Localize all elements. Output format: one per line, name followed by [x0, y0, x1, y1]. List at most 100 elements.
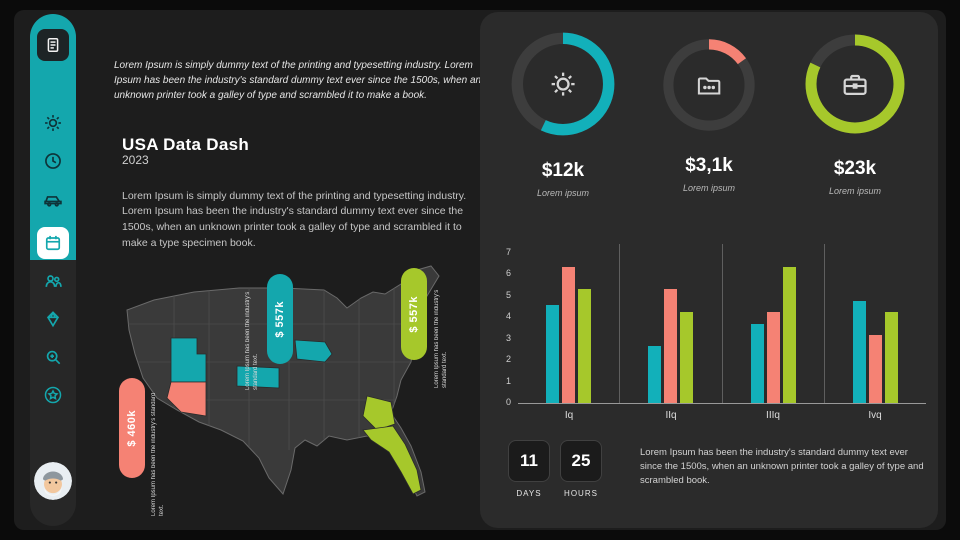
map-pill-value: $ 460k: [126, 409, 138, 447]
donut-chart: [511, 32, 615, 136]
bar-group-IIq: [619, 244, 721, 403]
kpi-caption: Lorem ipsum: [828, 186, 882, 196]
y-tick-label: 1: [505, 375, 511, 386]
intro-text: Lorem Ipsum is simply dummy text of the …: [114, 60, 482, 101]
map-value-pill-salmon: $ 460k: [119, 378, 145, 478]
bar-teal: [648, 346, 662, 403]
sidebar-item-premium[interactable]: [30, 308, 76, 334]
hours-value: 25: [571, 451, 591, 470]
calendar-icon: [37, 227, 69, 259]
diamond-icon: [43, 309, 63, 334]
y-tick-label: 7: [505, 247, 511, 257]
bar-teal: [852, 300, 866, 403]
countdown-hours: 25 HOURS: [560, 440, 602, 498]
sidebar-item-settings[interactable]: [30, 112, 76, 138]
gear-icon: [551, 72, 575, 96]
bar-group-Ivq: [823, 244, 926, 403]
footer-text: Lorem Ipsum has been the industry's stan…: [640, 446, 924, 487]
chart-y-axis: 7 6 5 4 3 2 1 0: [496, 247, 518, 407]
map-pill-value: $ 557k: [274, 300, 286, 338]
bar-teal: [750, 323, 764, 403]
car-icon: [43, 189, 63, 214]
state-arizona: [166, 381, 207, 417]
usa-map: $ 460k Lorem Ipsum has been the industry…: [109, 258, 484, 528]
year-label: 2023: [122, 153, 149, 167]
countdown-days: 11 DAYS: [508, 440, 550, 498]
kpi-stat: $12k Lorem ipsum: [491, 30, 636, 198]
y-tick-label: 4: [505, 311, 511, 322]
countdown: 11 DAYS 25 HOURS: [508, 440, 602, 498]
bar-green: [884, 312, 898, 403]
y-tick-label: 0: [505, 396, 511, 407]
bar-teal: [546, 305, 560, 403]
map-pill-caption: Lorem Ipsum has been the industry's stan…: [151, 392, 166, 516]
donut-chart: [805, 34, 905, 134]
map-pill-caption: Lorem Ipsum has been the industry's stan…: [434, 289, 449, 388]
bar-salmon: [766, 312, 780, 403]
map-value-pill-teal: $ 557k: [267, 274, 293, 364]
bar-salmon: [562, 266, 576, 403]
kpi-stat: $3,1k Lorem ipsum: [637, 30, 782, 193]
x-tick-label: Iq: [564, 409, 574, 421]
kpi-caption: Lorem ipsum: [682, 183, 736, 193]
map-value-pill-green: $ 557k: [401, 268, 427, 360]
bar-group-IIIq: [721, 244, 824, 403]
y-tick-label: 2: [505, 354, 511, 365]
kpi-value: $3,1k: [685, 155, 733, 176]
kpi-value: $23k: [833, 158, 877, 179]
bar-group-Iq: [518, 244, 619, 403]
map-pill-value: $ 557k: [408, 295, 420, 333]
usa-map-graphic: [126, 265, 440, 497]
sidebar-item-clock[interactable]: [30, 150, 76, 176]
zoom-in-icon: [43, 347, 63, 372]
sidebar-item-vehicle[interactable]: [30, 188, 76, 214]
sidebar-item-favorites[interactable]: [30, 384, 76, 410]
sidebar-item-zoom[interactable]: [30, 346, 76, 372]
sidebar-item-document[interactable]: [30, 28, 76, 62]
kpi-row: $12k Lorem ipsum $3,1k Lorem ipsum: [490, 30, 928, 198]
x-tick-label: IIq: [665, 409, 677, 421]
y-tick-label: 5: [505, 289, 511, 300]
sidebar: [30, 14, 76, 526]
page-title: USA Data Dash: [122, 135, 250, 155]
hours-box: 25: [560, 440, 602, 482]
bar-chart-plot: [518, 244, 926, 404]
slide-background: Lorem Ipsum is simply dummy text of the …: [14, 10, 946, 530]
folder-icon: [697, 77, 721, 95]
y-tick-label: 3: [505, 332, 511, 343]
sidebar-item-users[interactable]: [30, 270, 76, 296]
body-text: Lorem Ipsum is simply dummy text of the …: [122, 189, 467, 249]
quarterly-bar-chart: 7 6 5 4 3 2 1 0 Iq IIq IIIq Ivq: [496, 244, 926, 426]
state-iowa: [294, 339, 333, 363]
hours-label: HOURS: [564, 489, 598, 498]
map-pill-caption: Lorem Ipsum has been the industry's stan…: [245, 291, 260, 390]
document-icon: [37, 29, 69, 61]
state-florida: [362, 425, 422, 495]
kpi-stat: $23k Lorem ipsum: [783, 30, 928, 196]
days-value: 11: [520, 451, 538, 470]
kpi-value: $12k: [541, 160, 585, 181]
y-tick-label: 6: [505, 268, 511, 279]
donut-chart: [663, 39, 755, 131]
star-icon: [43, 385, 63, 410]
sidebar-item-calendar[interactable]: [30, 226, 76, 260]
bar-green: [782, 266, 796, 403]
state-kansas: [236, 365, 280, 389]
days-box: 11: [508, 440, 550, 482]
bar-green: [680, 312, 694, 403]
users-icon: [43, 271, 63, 296]
days-label: DAYS: [516, 489, 542, 498]
briefcase-icon: [843, 74, 867, 95]
stats-card: $12k Lorem ipsum $3,1k Lorem ipsum: [480, 12, 938, 528]
bar-salmon: [868, 334, 882, 403]
chart-x-labels: Iq IIq IIIq Ivq: [518, 404, 926, 426]
clock-icon: [43, 151, 63, 176]
bar-salmon: [664, 289, 678, 403]
x-tick-label: IIIq: [766, 409, 780, 421]
gear-icon: [43, 113, 63, 138]
kpi-caption: Lorem ipsum: [536, 188, 590, 198]
bar-green: [578, 289, 592, 403]
x-tick-label: Ivq: [868, 409, 882, 421]
user-avatar[interactable]: [34, 462, 72, 500]
